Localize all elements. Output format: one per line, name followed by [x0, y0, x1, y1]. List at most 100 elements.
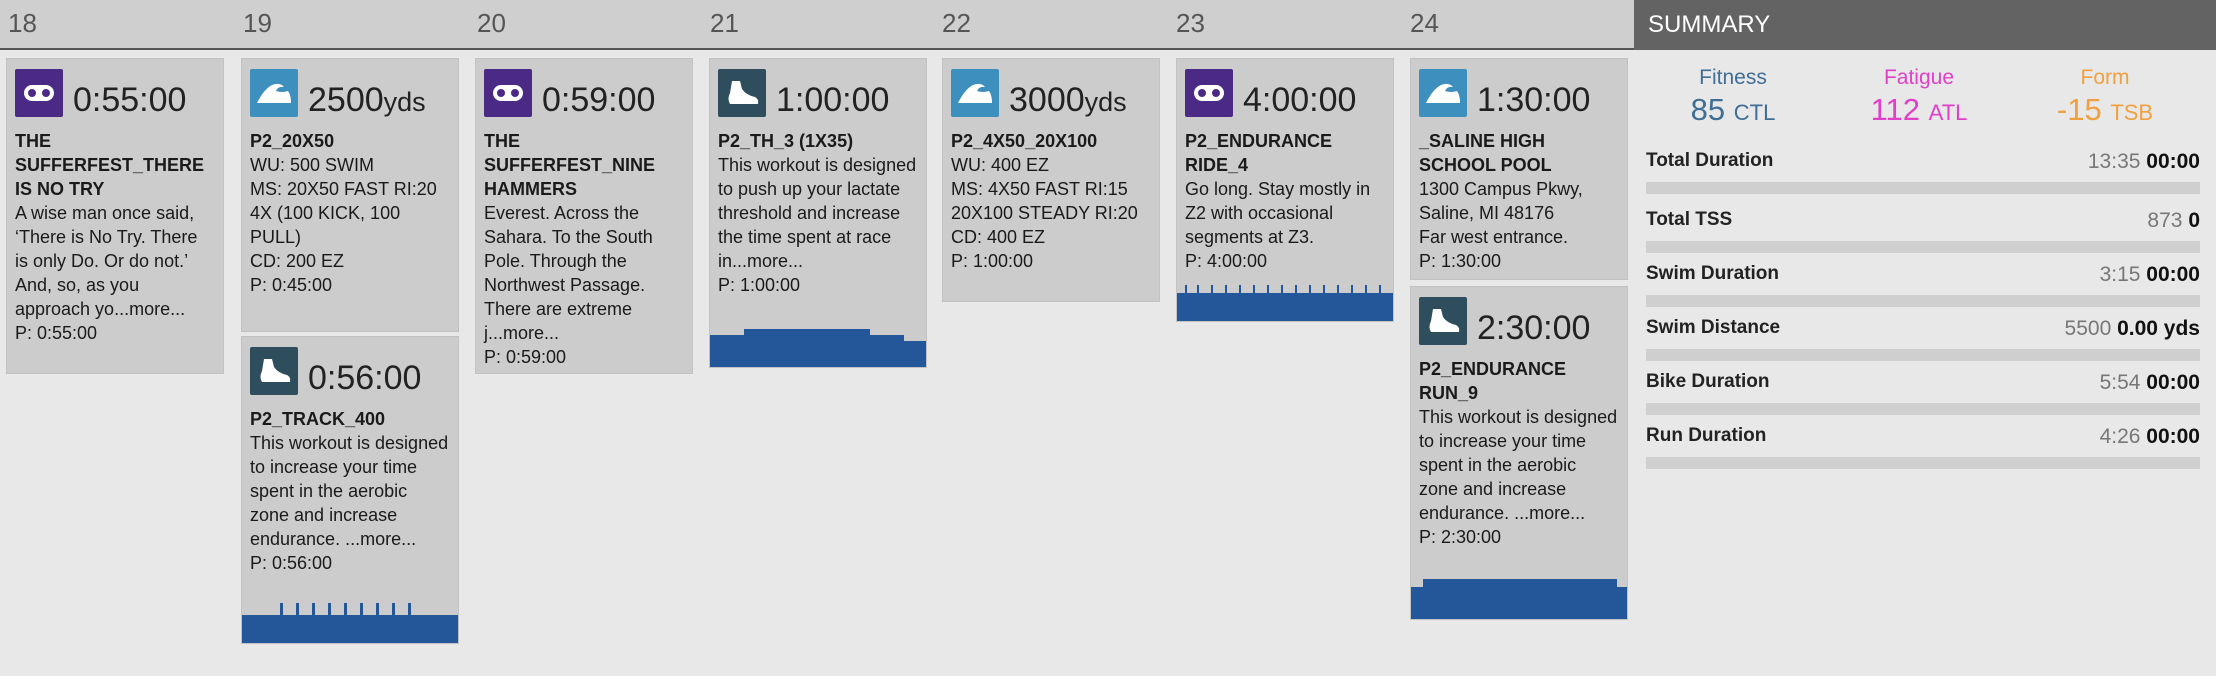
workout-description: This workout is designed to increase you… — [1419, 407, 1618, 523]
bike-icon — [1185, 69, 1233, 117]
workout-card[interactable]: 0:55:00 THE SUFFERFEST_THERE IS NO TRY A… — [6, 58, 224, 374]
workout-description: 1300 Campus Pkwy, Saline, MI 48176 Far w… — [1419, 179, 1583, 247]
progress-bar — [1646, 241, 2200, 253]
workout-duration: 0:56:00 — [308, 359, 422, 397]
summary-row-total-duration: Total Duration 13:35 00:00 — [1646, 150, 2200, 204]
run-icon — [1419, 297, 1467, 345]
day-number: 20 — [477, 8, 506, 38]
workout-title: P2_4X50_20X100 — [951, 131, 1098, 151]
metric-form: Form -15 TSB — [2012, 66, 2198, 128]
planned-duration: P: 4:00:00 — [1185, 251, 1268, 271]
workout-description: Everest. Across the Sahara. To the South… — [484, 203, 653, 343]
planned-duration: P: 0:45:00 — [250, 275, 333, 295]
calendar-header: 18 19 20 21 22 23 24 — [0, 0, 1634, 50]
planned-duration: P: 2:30:00 — [1419, 527, 1502, 547]
summary-values: 873 0 — [2147, 209, 2200, 232]
metric-label: Form — [2080, 66, 2130, 89]
metric-fitness: Fitness 85 CTL — [1640, 66, 1826, 128]
planned-duration: P: 1:00:00 — [951, 251, 1034, 271]
workout-description: WU: 500 SWIM MS: 20X50 FAST RI:20 4X (10… — [250, 155, 437, 271]
summary-values: 3:15 00:00 — [2099, 263, 2200, 286]
swim-icon — [250, 69, 298, 117]
day-number: 18 — [8, 8, 37, 38]
swim-icon — [1419, 69, 1467, 117]
run-icon — [250, 347, 298, 395]
swim-icon — [951, 69, 999, 117]
workout-title: P2_ENDURANCE RIDE_4 — [1185, 131, 1333, 175]
workout-card[interactable]: 2500yds P2_20X50 WU: 500 SWIM MS: 20X50 … — [241, 58, 459, 332]
summary-values: 5500 0.00 yds — [2064, 317, 2200, 340]
workout-intensity-graph — [710, 327, 926, 367]
progress-bar — [1646, 295, 2200, 307]
metric-value: 112 ATL — [1870, 92, 1968, 127]
workout-title: P2_TH_3 (1X35) — [718, 131, 854, 151]
summary-row-run-duration: Run Duration 4:26 00:00 — [1646, 425, 2200, 479]
summary-row-swim-duration: Swim Duration 3:15 00:00 — [1646, 263, 2200, 317]
workout-card[interactable]: 0:59:00 THE SUFFERFEST_NINE HAMMERS Ever… — [475, 58, 693, 374]
workout-card[interactable]: 1:30:00 _SALINE HIGH SCHOOL POOL 1300 Ca… — [1410, 58, 1628, 280]
planned-duration: P: 1:30:00 — [1419, 251, 1502, 271]
workout-description: This workout is designed to push up your… — [718, 155, 917, 271]
summary-label: Swim Duration — [1646, 263, 1780, 284]
metric-label: Fatigue — [1883, 66, 1955, 89]
progress-bar — [1646, 349, 2200, 361]
summary-row-total-tss: Total TSS 873 0 — [1646, 209, 2200, 263]
workout-description: Go long. Stay mostly in Z2 with occasion… — [1185, 179, 1371, 247]
day-number: 23 — [1176, 8, 1205, 38]
workout-title: P2_20X50 — [250, 131, 335, 151]
workout-card[interactable]: 3000yds P2_4X50_20X100 WU: 400 EZ MS: 4X… — [942, 58, 1160, 302]
summary-label: Run Duration — [1646, 425, 1767, 446]
workout-description: This workout is designed to increase you… — [250, 433, 449, 549]
metric-value: -15 TSB — [2056, 92, 2154, 127]
run-icon — [718, 69, 766, 117]
summary-label: Bike Duration — [1646, 371, 1770, 392]
summary-label: Swim Distance — [1646, 317, 1781, 338]
summary-values: 5:54 00:00 — [2099, 371, 2200, 394]
workout-card[interactable]: 2:30:00 P2_ENDURANCE RUN_9 This workout … — [1410, 286, 1628, 620]
progress-bar — [1646, 457, 2200, 469]
workout-title: THE SUFFERFEST_THERE IS NO TRY — [15, 131, 205, 199]
workout-intensity-graph — [1411, 579, 1627, 619]
workout-duration: 1:30:00 — [1477, 81, 1591, 119]
workout-title: P2_TRACK_400 — [250, 409, 386, 429]
planned-duration: P: 0:56:00 — [250, 553, 333, 573]
summary-label: Total TSS — [1646, 209, 1733, 230]
workout-title: P2_ENDURANCE RUN_9 — [1419, 359, 1567, 403]
workout-duration: 0:59:00 — [542, 81, 656, 119]
summary-values: 4:26 00:00 — [2099, 425, 2200, 448]
workout-card[interactable]: 0:56:00 P2_TRACK_400 This workout is des… — [241, 336, 459, 644]
workout-card[interactable]: 1:00:00 P2_TH_3 (1X35) This workout is d… — [709, 58, 927, 368]
planned-duration: P: 0:55:00 — [15, 323, 98, 343]
workout-duration: 1:00:00 — [776, 81, 890, 119]
planned-duration: P: 0:59:00 — [484, 347, 567, 367]
summary-row-bike-duration: Bike Duration 5:54 00:00 — [1646, 371, 2200, 425]
summary-row-swim-distance: Swim Distance 5500 0.00 yds — [1646, 317, 2200, 371]
summary-header: SUMMARY — [1634, 0, 2216, 50]
workout-title: THE SUFFERFEST_NINE HAMMERS — [484, 131, 656, 199]
workout-title: _SALINE HIGH SCHOOL POOL — [1419, 131, 1552, 175]
workout-intensity-graph — [242, 603, 458, 643]
day-number: 22 — [942, 8, 971, 38]
planned-duration: P: 1:00:00 — [718, 275, 801, 295]
bike-icon — [15, 69, 63, 117]
bike-icon — [484, 69, 532, 117]
workout-duration: 3000yds — [1009, 81, 1127, 119]
progress-bar — [1646, 403, 2200, 415]
workout-description: WU: 400 EZ MS: 4X50 FAST RI:15 20X100 ST… — [951, 155, 1138, 247]
summary-values: 13:35 00:00 — [2087, 150, 2200, 173]
metric-fatigue: Fatigue 112 ATL — [1826, 66, 2012, 128]
workout-duration: 4:00:00 — [1243, 81, 1357, 119]
workout-duration: 2500yds — [308, 81, 426, 119]
day-number: 24 — [1410, 8, 1439, 38]
workout-card[interactable]: 4:00:00 P2_ENDURANCE RIDE_4 Go long. Sta… — [1176, 58, 1394, 322]
day-number: 19 — [243, 8, 272, 38]
workout-duration: 2:30:00 — [1477, 309, 1591, 347]
metric-value: 85 CTL — [1690, 92, 1776, 127]
workout-intensity-graph — [1177, 283, 1393, 321]
workout-description: A wise man once said, ‘There is No Try. … — [15, 203, 198, 319]
progress-bar — [1646, 182, 2200, 194]
workout-duration: 0:55:00 — [73, 81, 187, 119]
metric-label: Fitness — [1699, 66, 1767, 89]
summary-label: Total Duration — [1646, 150, 1774, 171]
day-number: 21 — [710, 8, 739, 38]
